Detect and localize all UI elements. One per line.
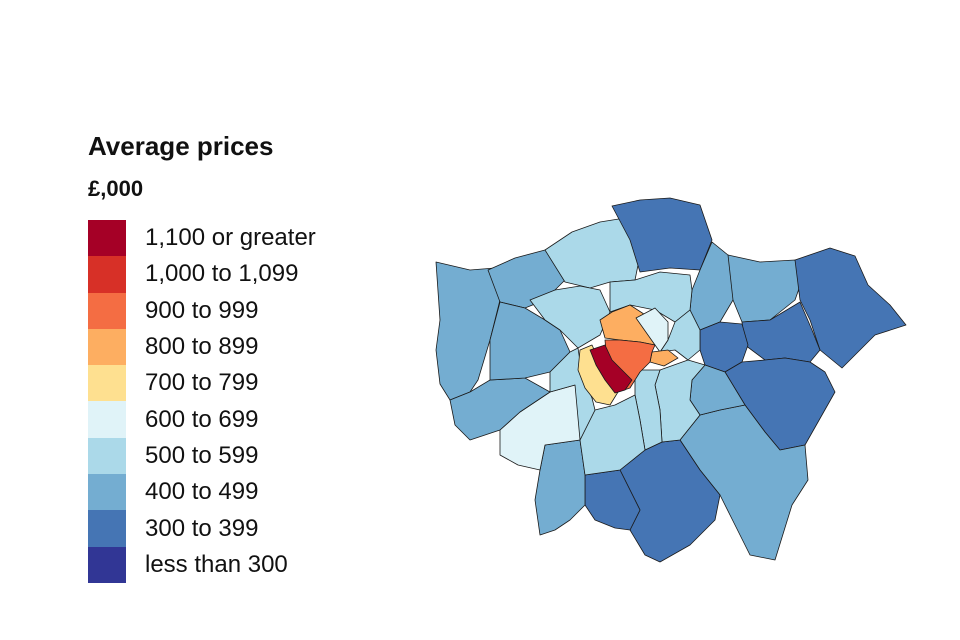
legend-item: 300 to 399	[88, 510, 316, 547]
legend-item: 400 to 499	[88, 474, 316, 511]
legend-swatch	[88, 292, 126, 329]
legend-label: 900 to 999	[145, 296, 259, 324]
legend-label: 1,100 or greater	[145, 224, 316, 252]
legend-swatch	[88, 328, 126, 366]
legend-label: less than 300	[145, 550, 288, 578]
borough-region	[579, 394, 646, 476]
legend-label: 600 to 699	[145, 405, 259, 433]
legend-item: 1,100 or greater	[88, 220, 316, 257]
borough-region	[727, 254, 803, 323]
borough-region	[589, 344, 633, 394]
map-legend: Average prices £,000 1,100 or greater 1,…	[88, 126, 316, 583]
legend-swatch	[88, 546, 126, 583]
legend-title: Average prices	[88, 131, 274, 161]
legend-item: 500 to 599	[88, 437, 316, 475]
borough-region	[741, 301, 821, 363]
legend-swatch	[88, 401, 126, 438]
legend-item: 1,000 to 1,099	[88, 256, 316, 293]
legend-label: 400 to 499	[145, 478, 259, 506]
borough-region	[794, 247, 907, 369]
legend-item: 700 to 799	[88, 365, 316, 402]
legend-swatch	[88, 474, 126, 511]
legend-label: 700 to 799	[145, 369, 259, 397]
legend-swatch	[88, 510, 126, 547]
borough-region	[449, 377, 551, 441]
legend-item: less than 300	[88, 546, 316, 583]
legend-label: 800 to 899	[145, 333, 259, 361]
legend-swatch	[88, 365, 126, 402]
legend-list: 1,100 or greater 1,000 to 1,099 900 to 9…	[88, 220, 316, 583]
legend-swatch	[88, 437, 126, 475]
legend-item: 900 to 999	[88, 292, 316, 329]
london-borough-map	[425, 192, 915, 572]
legend-item: 800 to 899	[88, 328, 316, 366]
map-svg	[435, 197, 907, 563]
legend-label: 1,000 to 1,099	[145, 260, 299, 288]
legend-swatch	[88, 220, 126, 257]
borough-region	[544, 217, 641, 289]
legend-label: 300 to 399	[145, 514, 259, 542]
borough-region	[584, 469, 641, 531]
borough-region	[649, 349, 679, 367]
borough-region	[489, 301, 571, 381]
legend-swatch	[88, 256, 126, 293]
legend-label: 500 to 599	[145, 441, 259, 469]
legend-item: 600 to 699	[88, 401, 316, 438]
legend-unit: £,000	[88, 176, 144, 201]
